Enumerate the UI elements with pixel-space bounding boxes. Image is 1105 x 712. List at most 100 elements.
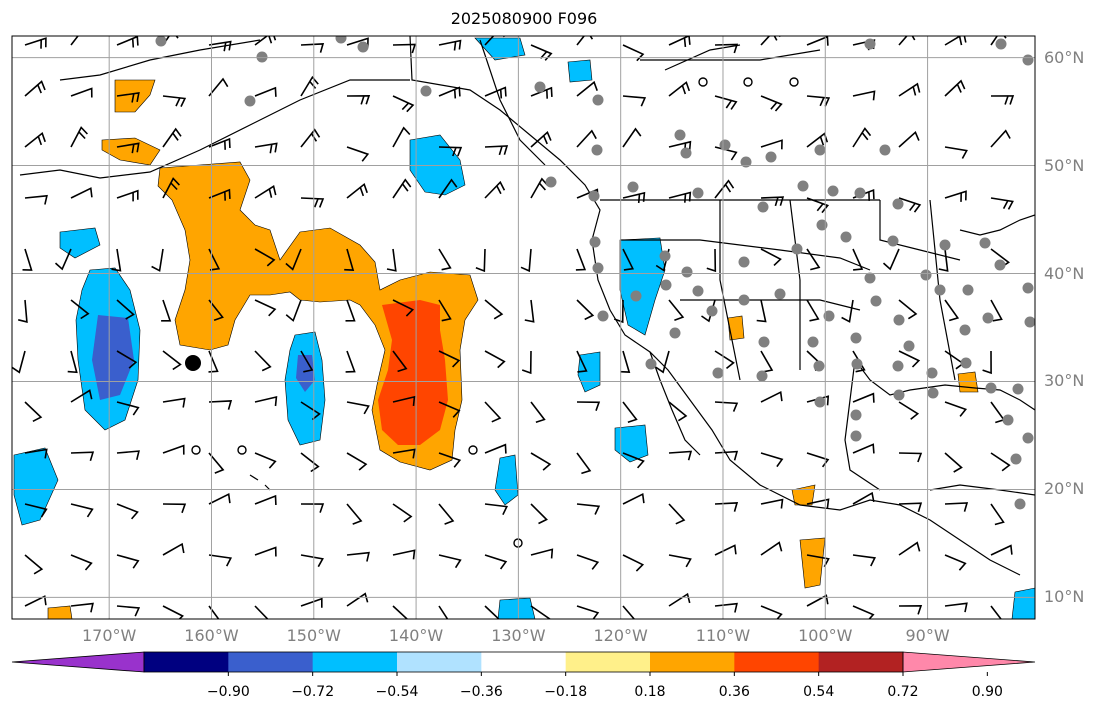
station-dot — [864, 272, 876, 284]
latitude-label: 20°N — [1044, 479, 1085, 499]
positive-anomaly-region — [957, 371, 979, 393]
wind-barb — [714, 95, 738, 110]
wind-barb — [760, 350, 774, 373]
negative-anomaly-region — [494, 454, 519, 506]
wind-barb — [806, 248, 821, 271]
wind-barb — [714, 350, 735, 370]
wind-barb — [760, 139, 783, 150]
latitude-label: 10°N — [1044, 587, 1085, 607]
station-dot — [926, 367, 938, 379]
station-dot — [893, 314, 905, 326]
wind-barb — [24, 401, 43, 423]
wind-barb — [484, 401, 502, 423]
wind-barb — [882, 248, 900, 271]
wind-barb — [24, 554, 44, 575]
station-dot — [719, 139, 731, 151]
wind-barb — [438, 503, 455, 525]
station-dot — [645, 358, 657, 370]
wind-barb — [944, 79, 966, 97]
wind-barb — [714, 401, 739, 412]
station-dot — [659, 250, 671, 262]
wind-barb — [706, 248, 717, 273]
wind-barb — [475, 248, 486, 273]
wind-barb — [344, 248, 355, 271]
station-dot — [738, 294, 750, 306]
wind-barb — [806, 299, 820, 322]
wind-barb — [24, 448, 48, 459]
station-dot — [545, 176, 557, 188]
wind-barb — [346, 94, 371, 105]
station-dot — [756, 370, 768, 382]
wind-barb — [67, 350, 78, 374]
colorbar-segment — [228, 652, 314, 672]
longitude-label: 100°W — [798, 626, 853, 645]
wind-barb — [852, 491, 875, 505]
station-dot — [887, 235, 899, 247]
strong-negative-anomaly-region — [92, 315, 134, 400]
station-dot — [681, 266, 693, 278]
wind-barb — [622, 95, 647, 107]
wind-barb — [714, 602, 738, 613]
wind-barb — [852, 350, 866, 373]
station-dot — [627, 181, 639, 193]
station-dot — [592, 94, 604, 106]
positive-anomaly-region — [101, 137, 161, 166]
station-dot — [420, 85, 432, 97]
station-dot — [1002, 414, 1014, 426]
positive-anomaly-region — [114, 79, 156, 113]
wind-barb — [254, 605, 269, 619]
wind-barb — [944, 190, 967, 202]
wind-barb — [116, 36, 139, 48]
station-dot — [814, 396, 826, 408]
station-dot — [706, 305, 718, 317]
wind-barb — [162, 444, 185, 455]
station-dot — [335, 36, 347, 44]
wind-barb — [438, 299, 452, 322]
wind-barb — [346, 401, 370, 415]
wind-barb — [116, 189, 139, 202]
wind-barb — [162, 397, 186, 408]
station-dot — [807, 336, 819, 348]
wind-barb — [254, 299, 277, 317]
wind-barb — [484, 605, 500, 619]
colorbar-tick-label: 0.90 — [971, 684, 1003, 700]
station-dot — [757, 201, 769, 213]
colorbar-tick-label: −0.36 — [459, 684, 503, 700]
wind-barb — [990, 197, 1014, 210]
wind-barb — [668, 81, 691, 97]
latitude-label: 50°N — [1044, 155, 1085, 175]
wind-barb — [668, 191, 692, 203]
wind-barb — [162, 36, 179, 46]
station-dot — [680, 147, 692, 159]
station-dot — [850, 332, 862, 344]
wind-barb — [438, 146, 463, 157]
wind-barb — [254, 546, 277, 557]
wind-barb — [208, 77, 229, 97]
wind-barb — [484, 350, 506, 369]
colorbar-tick-label: −0.90 — [206, 684, 250, 700]
station-dot — [827, 185, 839, 197]
wind-barb — [208, 492, 231, 505]
wind-barb — [208, 40, 232, 52]
wind-barb — [622, 554, 645, 572]
wind-barb — [806, 452, 830, 468]
calm-markers — [191, 77, 799, 548]
wind-barb — [760, 541, 783, 556]
positive-anomaly-region — [791, 484, 816, 506]
wind-barb — [530, 130, 552, 148]
colorbar — [11, 651, 1036, 676]
wind-barb — [990, 36, 1007, 46]
wind-barb — [300, 554, 324, 568]
wind-barb — [208, 605, 220, 619]
wind-barb — [898, 82, 921, 97]
wind-barb — [806, 197, 830, 214]
wind-barb — [392, 126, 411, 148]
wind-barb — [520, 248, 532, 273]
wind-barb — [576, 350, 588, 373]
wind-barb — [22, 248, 33, 271]
longitude-label: 170°W — [81, 626, 137, 645]
wind-barb — [300, 43, 325, 53]
wind-barb — [208, 554, 233, 567]
latitude-label: 30°N — [1044, 371, 1085, 391]
